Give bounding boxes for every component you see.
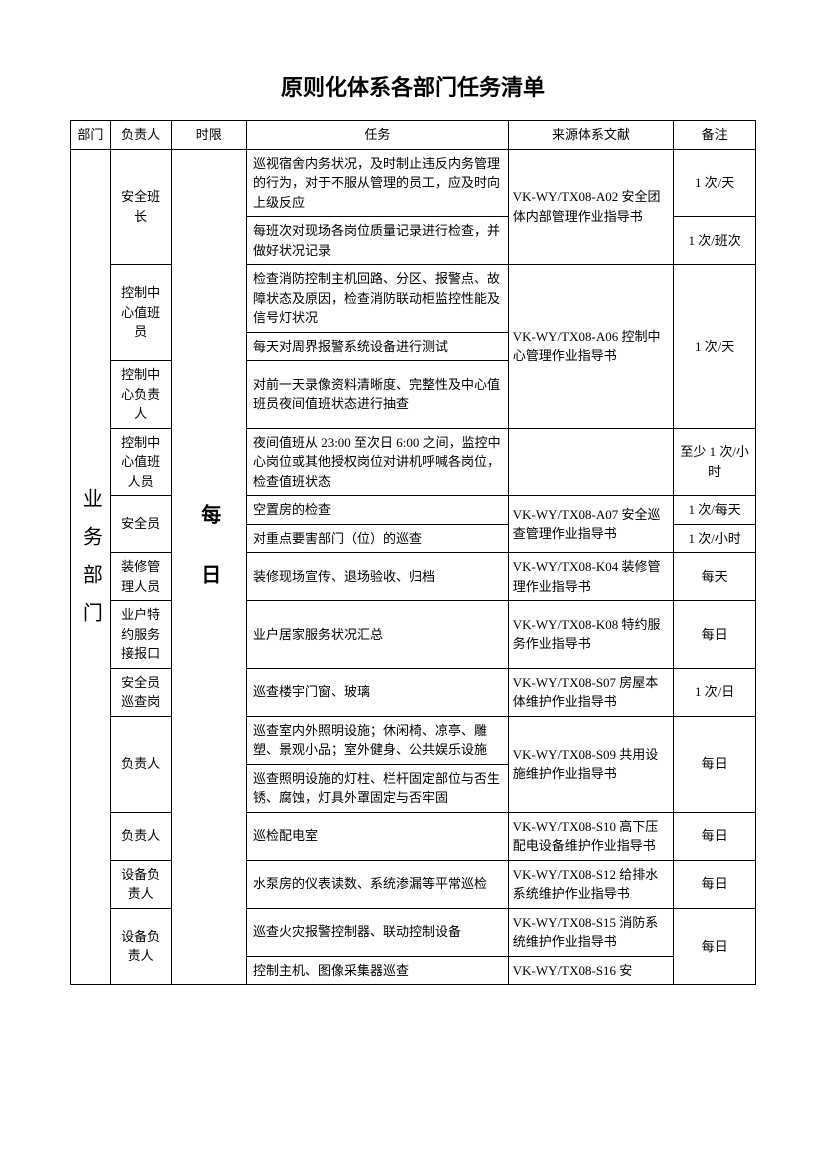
header-dept: 部门 <box>71 121 111 150</box>
source-cell: VK-WY/TX08-S07 房屋本体维护作业指导书 <box>508 668 673 716</box>
task-cell: 巡查照明设施的灯柱、栏杆固定部位与否生锈、腐蚀，灯具外罩固定与否牢固 <box>246 764 508 812</box>
table-header-row: 部门 负责人 时限 任务 来源体系文献 备注 <box>71 121 756 150</box>
owner-cell: 负责人 <box>110 812 171 860</box>
task-cell: 检查消防控制主机回路、分区、报警点、故障状态及原因，检查消防联动柜监控性能及信号… <box>246 265 508 333</box>
task-cell: 装修现场宣传、退场验收、归档 <box>246 553 508 601</box>
time-cell: 每日 <box>171 149 246 985</box>
note-cell: 1 次/每天 <box>674 496 756 525</box>
task-table: 部门 负责人 时限 任务 来源体系文献 备注 业务部门 安全班长 每日 巡视宿舍… <box>70 120 756 985</box>
task-cell: 每班次对现场各岗位质量记录进行检查，并做好状况记录 <box>246 217 508 265</box>
task-cell: 巡查楼宇门窗、玻璃 <box>246 668 508 716</box>
owner-cell: 控制中心负责人 <box>110 361 171 429</box>
source-cell: VK-WY/TX08-S16 安 <box>508 956 673 985</box>
dept-cell: 业务部门 <box>71 149 111 985</box>
note-cell: 1 次/天 <box>674 149 756 217</box>
note-cell: 每日 <box>674 716 756 812</box>
header-time: 时限 <box>171 121 246 150</box>
task-cell: 空置房的检查 <box>246 496 508 525</box>
source-cell: VK-WY/TX08-S09 共用设施维护作业指导书 <box>508 716 673 812</box>
note-cell: 1 次/小时 <box>674 524 756 553</box>
page: 原则化体系各部门任务清单 部门 负责人 时限 任务 来源体系文献 备注 业务部门 <box>0 0 826 1035</box>
note-cell: 1 次/班次 <box>674 217 756 265</box>
owner-cell: 装修管理人员 <box>110 553 171 601</box>
table-row: 业务部门 安全班长 每日 巡视宿舍内务状况，及时制止违反内务管理的行为，对于不服… <box>71 149 756 217</box>
task-cell: 巡查火灾报警控制器、联动控制设备 <box>246 908 508 956</box>
source-cell: VK-WY/TX08-S15 消防系统维护作业指导书 <box>508 908 673 956</box>
source-cell: VK-WY/TX08-K08 特约服务作业指导书 <box>508 601 673 669</box>
owner-cell: 安全员 <box>110 496 171 553</box>
task-cell: 对重点要害部门（位）的巡查 <box>246 524 508 553</box>
note-cell: 至少 1 次/小时 <box>674 428 756 496</box>
note-cell: 1 次/日 <box>674 668 756 716</box>
task-cell: 业户居家服务状况汇总 <box>246 601 508 669</box>
owner-cell: 设备负责人 <box>110 908 171 985</box>
owner-cell: 控制中心值班人员 <box>110 428 171 496</box>
task-cell: 巡查室内外照明设施；休闲椅、凉亭、雕塑、景观小品；室外健身、公共娱乐设施 <box>246 716 508 764</box>
header-owner: 负责人 <box>110 121 171 150</box>
note-cell: 每日 <box>674 812 756 860</box>
owner-cell: 控制中心值班员 <box>110 265 171 361</box>
note-cell: 每日 <box>674 908 756 985</box>
owner-cell: 业户特约服务接报口 <box>110 601 171 669</box>
owner-cell: 安全班长 <box>110 149 171 265</box>
task-cell: 水泵房的仪表读数、系统渗漏等平常巡检 <box>246 860 508 908</box>
task-cell: 巡视宿舍内务状况，及时制止违反内务管理的行为，对于不服从管理的员工，应及时向上级… <box>246 149 508 217</box>
source-cell: VK-WY/TX08-S12 给排水系统维护作业指导书 <box>508 860 673 908</box>
source-cell: VK-WY/TX08-K04 装修管理作业指导书 <box>508 553 673 601</box>
task-cell: 每天对周界报警系统设备进行测试 <box>246 332 508 361</box>
note-cell: 每日 <box>674 860 756 908</box>
note-cell: 每天 <box>674 553 756 601</box>
page-title: 原则化体系各部门任务清单 <box>70 70 756 102</box>
source-cell <box>508 428 673 496</box>
source-cell: VK-WY/TX08-S10 高下压配电设备维护作业指导书 <box>508 812 673 860</box>
task-cell: 控制主机、图像采集器巡查 <box>246 956 508 985</box>
task-cell: 夜间值班从 23:00 至次日 6:00 之间，监控中心岗位或其他授权岗位对讲机… <box>246 428 508 496</box>
owner-cell: 设备负责人 <box>110 860 171 908</box>
source-cell: VK-WY/TX08-A07 安全巡查管理作业指导书 <box>508 496 673 553</box>
owner-cell: 负责人 <box>110 716 171 812</box>
note-cell: 1 次/天 <box>674 265 756 429</box>
source-cell: VK-WY/TX08-A06 控制中心管理作业指导书 <box>508 265 673 429</box>
header-note: 备注 <box>674 121 756 150</box>
source-cell: VK-WY/TX08-A02 安全团体内部管理作业指导书 <box>508 149 673 265</box>
note-cell: 每日 <box>674 601 756 669</box>
owner-cell: 安全员巡查岗 <box>110 668 171 716</box>
task-cell: 巡检配电室 <box>246 812 508 860</box>
task-cell: 对前一天录像资料清晰度、完整性及中心值班员夜间值班状态进行抽查 <box>246 361 508 429</box>
header-task: 任务 <box>246 121 508 150</box>
header-source: 来源体系文献 <box>508 121 673 150</box>
